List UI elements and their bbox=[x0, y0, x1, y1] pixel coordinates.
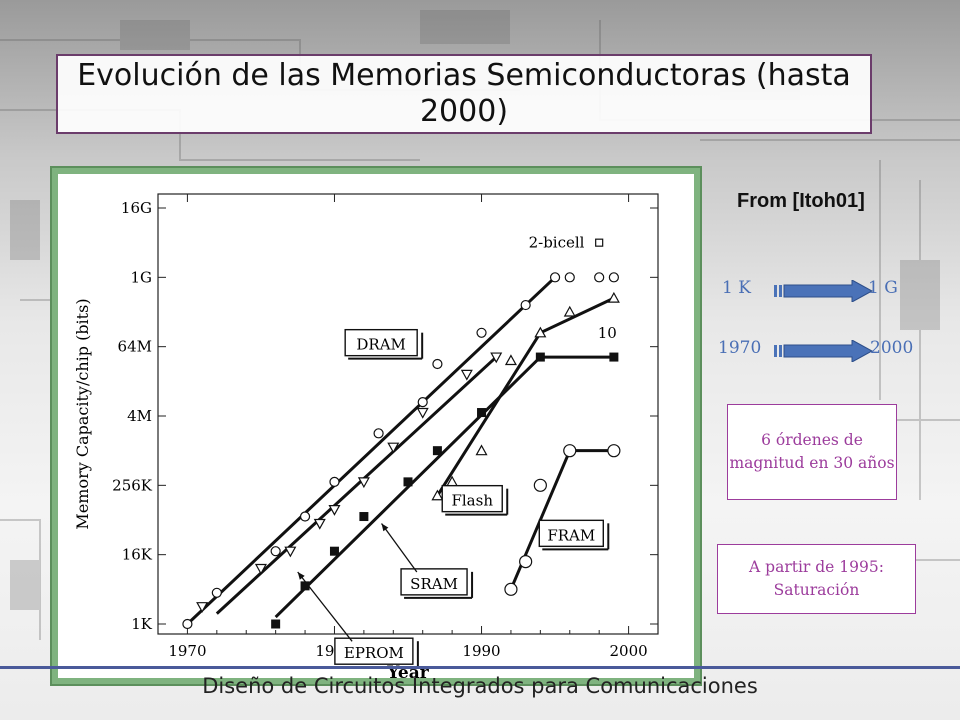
data-point-fram bbox=[607, 444, 621, 458]
y-tick-label: 64M bbox=[118, 338, 152, 356]
saturation-note-text: A partir de 1995: Saturación bbox=[749, 558, 884, 599]
right-arrow-icon bbox=[774, 280, 874, 302]
year-to: 2000 bbox=[870, 338, 914, 358]
data-point-dram bbox=[270, 546, 281, 557]
y-tick-label: 1K bbox=[131, 615, 153, 633]
label-box-eprom bbox=[334, 637, 414, 665]
label-flash: Flash bbox=[451, 492, 493, 510]
x-tick-label: 1990 bbox=[462, 642, 500, 660]
data-point-dram bbox=[520, 299, 531, 311]
data-point-sram bbox=[477, 408, 487, 418]
data-point-sram bbox=[271, 619, 281, 629]
y-tick-label: 16G bbox=[121, 199, 152, 217]
label-box-dram bbox=[344, 328, 418, 357]
data-point-fram bbox=[563, 444, 577, 458]
data-point-sram bbox=[329, 546, 339, 556]
data-point-flash bbox=[475, 444, 488, 456]
label-dram: DRAM bbox=[356, 336, 406, 354]
slide-title-box: Evolución de las Memorias Semiconductora… bbox=[56, 54, 872, 134]
eprom-pointer-arrow-head bbox=[297, 572, 305, 580]
y-tick-label: 4M bbox=[127, 407, 152, 425]
data-point-dram bbox=[594, 272, 605, 283]
data-point-sram bbox=[432, 446, 442, 456]
data-point-dram bbox=[182, 618, 193, 630]
right-arrow-icon bbox=[774, 340, 874, 362]
saturation-note: A partir de 1995: Saturación bbox=[717, 544, 916, 614]
data-point-dram bbox=[476, 327, 487, 338]
data-point-sram bbox=[609, 352, 619, 362]
data-point-dram bbox=[549, 272, 561, 283]
magnitude-note: 6 órdenes de magnitud en 30 años bbox=[727, 404, 897, 500]
label-box-flash bbox=[441, 484, 503, 513]
capacity-arrow-row: 1 K 1 G bbox=[718, 276, 918, 304]
slide-title: Evolución de las Memorias Semiconductora… bbox=[77, 58, 851, 129]
data-point-eprom bbox=[328, 505, 341, 516]
footer-divider bbox=[0, 666, 960, 669]
sram-pointer-arrow bbox=[381, 523, 418, 573]
data-point-eprom bbox=[416, 407, 429, 419]
data-point-flash bbox=[534, 326, 547, 338]
x-tick-label: 1970 bbox=[168, 642, 206, 660]
x-tick-label: 2000 bbox=[609, 642, 647, 660]
slide-footer: Diseño de Circuitos Integrados para Comu… bbox=[202, 674, 758, 698]
sram-pointer-arrow-head bbox=[381, 523, 389, 532]
data-point-eprom bbox=[490, 352, 503, 364]
data-point-flash bbox=[607, 291, 620, 303]
capacity-to: 1 G bbox=[868, 278, 898, 298]
data-point-sram bbox=[359, 512, 369, 522]
data-point-sram bbox=[403, 477, 413, 487]
source-citation: From [Itoh01] bbox=[737, 190, 865, 212]
y-tick-label: 16K bbox=[122, 546, 153, 564]
label-eprom: EPROM bbox=[344, 644, 404, 662]
data-point-dram bbox=[417, 397, 428, 408]
y-tick-label: 1G bbox=[130, 268, 152, 286]
label-fram: FRAM bbox=[547, 526, 595, 544]
data-point-dram bbox=[564, 272, 575, 283]
y-axis-label: Memory Capacity/chip (bits) bbox=[73, 298, 92, 529]
data-point-eprom bbox=[460, 369, 473, 381]
label-box-sram bbox=[400, 568, 468, 596]
data-point-dram bbox=[432, 358, 443, 370]
year-from: 1970 bbox=[718, 338, 762, 358]
trend-line-dram bbox=[186, 276, 557, 626]
label-2-bicell: 2-bicell bbox=[529, 234, 585, 252]
trend-line-flash bbox=[436, 296, 615, 497]
data-point-2-bicell bbox=[595, 238, 604, 247]
data-point-eprom bbox=[284, 546, 297, 558]
data-point-eprom bbox=[357, 477, 370, 489]
y-tick-label: 256K bbox=[112, 476, 153, 494]
data-point-dram bbox=[608, 272, 619, 283]
label-box-fram bbox=[538, 519, 604, 548]
eprom-pointer-arrow bbox=[297, 571, 353, 642]
plot-area-border bbox=[157, 193, 659, 635]
data-point-dram bbox=[299, 511, 311, 522]
trend-line-eprom bbox=[215, 355, 498, 615]
data-point-fram bbox=[504, 582, 518, 596]
data-point-flash bbox=[504, 354, 517, 366]
data-point-eprom bbox=[196, 602, 209, 613]
data-point-flash bbox=[431, 489, 444, 501]
data-point-dram bbox=[373, 428, 384, 439]
label-10: 10 bbox=[598, 324, 617, 342]
chart-panel: 19701980199020001K16K256K4M64M1G16GYearM… bbox=[58, 174, 694, 683]
data-point-flash bbox=[563, 305, 576, 317]
data-point-dram bbox=[329, 476, 340, 487]
magnitude-note-text: 6 órdenes de magnitud en 30 años bbox=[729, 431, 895, 472]
memory-capacity-chart: 19701980199020001K16K256K4M64M1G16GYearM… bbox=[73, 193, 659, 683]
data-point-eprom bbox=[254, 563, 267, 575]
data-point-sram bbox=[300, 581, 310, 591]
capacity-from: 1 K bbox=[722, 278, 751, 298]
data-point-eprom bbox=[313, 518, 326, 530]
chart-frame: 19701980199020001K16K256K4M64M1G16GYearM… bbox=[50, 166, 702, 686]
data-point-dram bbox=[211, 587, 222, 598]
data-point-fram bbox=[519, 555, 533, 569]
data-point-sram bbox=[535, 352, 545, 362]
label-sram: SRAM bbox=[410, 575, 458, 593]
data-point-eprom bbox=[387, 442, 400, 454]
year-arrow-row: 1970 2000 bbox=[718, 336, 918, 364]
data-point-fram bbox=[533, 478, 547, 492]
